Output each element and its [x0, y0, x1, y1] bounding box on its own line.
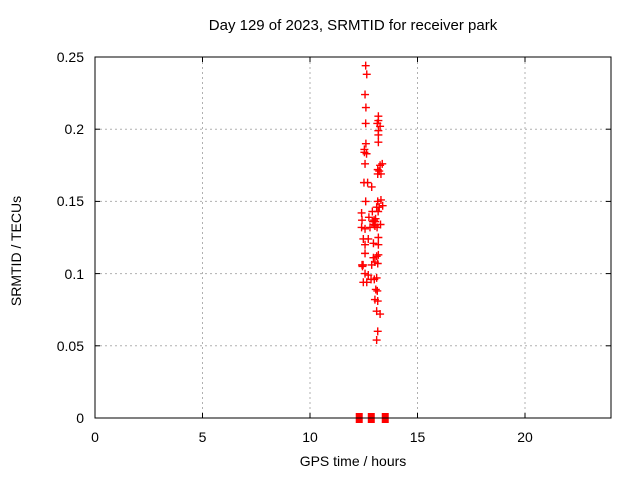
y-axis-label: SRMTID / TECUs [8, 195, 24, 307]
data-point-plus [374, 138, 383, 147]
data-point-plus [373, 327, 382, 336]
x-tick-label: 20 [517, 429, 533, 445]
data-point-plus [376, 195, 385, 204]
chart-title: Day 129 of 2023, SRMTID for receiver par… [208, 17, 498, 34]
data-point-plus [371, 214, 380, 223]
data-point-plus [369, 239, 378, 248]
data-point-plus [367, 182, 376, 191]
data-point-plus [358, 262, 367, 271]
data-point-plus [361, 240, 370, 249]
data-point-plus [361, 119, 370, 128]
data-point-plus [364, 271, 373, 280]
y-tick-label: 0.25 [56, 49, 84, 65]
data-point-plus [374, 207, 383, 216]
data-point-plus [364, 234, 373, 243]
data-point-plus [374, 130, 383, 139]
data-point-plus [361, 61, 370, 70]
y-tick-label: 0.1 [64, 265, 84, 282]
grid-lines [95, 56, 611, 418]
y-tick-label: 0.05 [56, 337, 84, 354]
data-point-plus [358, 216, 367, 225]
data-point-plus [361, 249, 370, 258]
data-points [355, 61, 389, 423]
y-tick-label: 0.2 [64, 121, 84, 138]
plot-border [94, 56, 612, 419]
data-point-plus [373, 259, 382, 268]
data-point-plus [361, 159, 370, 168]
x-tick-label: 15 [409, 429, 426, 445]
data-point-plus [373, 169, 382, 178]
x-tick-label: 10 [302, 429, 318, 445]
data-point-plus [375, 203, 384, 212]
data-point-plus [374, 250, 383, 259]
data-point-plus [371, 285, 380, 294]
data-point-plus [362, 149, 371, 158]
data-point-plus [372, 273, 381, 282]
data-point-plus [361, 103, 370, 112]
data-point-plus [376, 310, 385, 319]
axis-ticks [94, 56, 611, 419]
x-axis-label: GPS time / hours [299, 453, 407, 469]
data-point-plus [365, 223, 374, 232]
x-tick-label: 0 [91, 429, 99, 445]
data-point-plus [374, 240, 383, 249]
data-point-plus [361, 90, 370, 99]
data-point-plus [373, 223, 382, 232]
data-point-plus [364, 213, 373, 222]
data-point-plus [361, 224, 370, 233]
data-point-plus [372, 336, 381, 345]
data-point-plus [357, 223, 366, 232]
data-point-plus [362, 70, 371, 79]
y-tick-label: 0 [76, 410, 84, 426]
data-point-plus [378, 159, 387, 168]
data-point-plus [357, 208, 366, 217]
x-tick-label: 5 [198, 429, 207, 445]
data-point-plus [362, 278, 371, 287]
data-point-plus [378, 201, 387, 210]
data-point-plus [373, 286, 382, 295]
data-point-plus [361, 139, 370, 148]
data-point-plus [373, 297, 382, 306]
data-point-plus [361, 197, 370, 206]
data-point-plus [372, 252, 381, 261]
data-point-plus [376, 122, 385, 131]
y-tick-label: 0.15 [56, 193, 84, 210]
data-point-plus [363, 178, 372, 187]
data-point-plus [374, 233, 383, 242]
